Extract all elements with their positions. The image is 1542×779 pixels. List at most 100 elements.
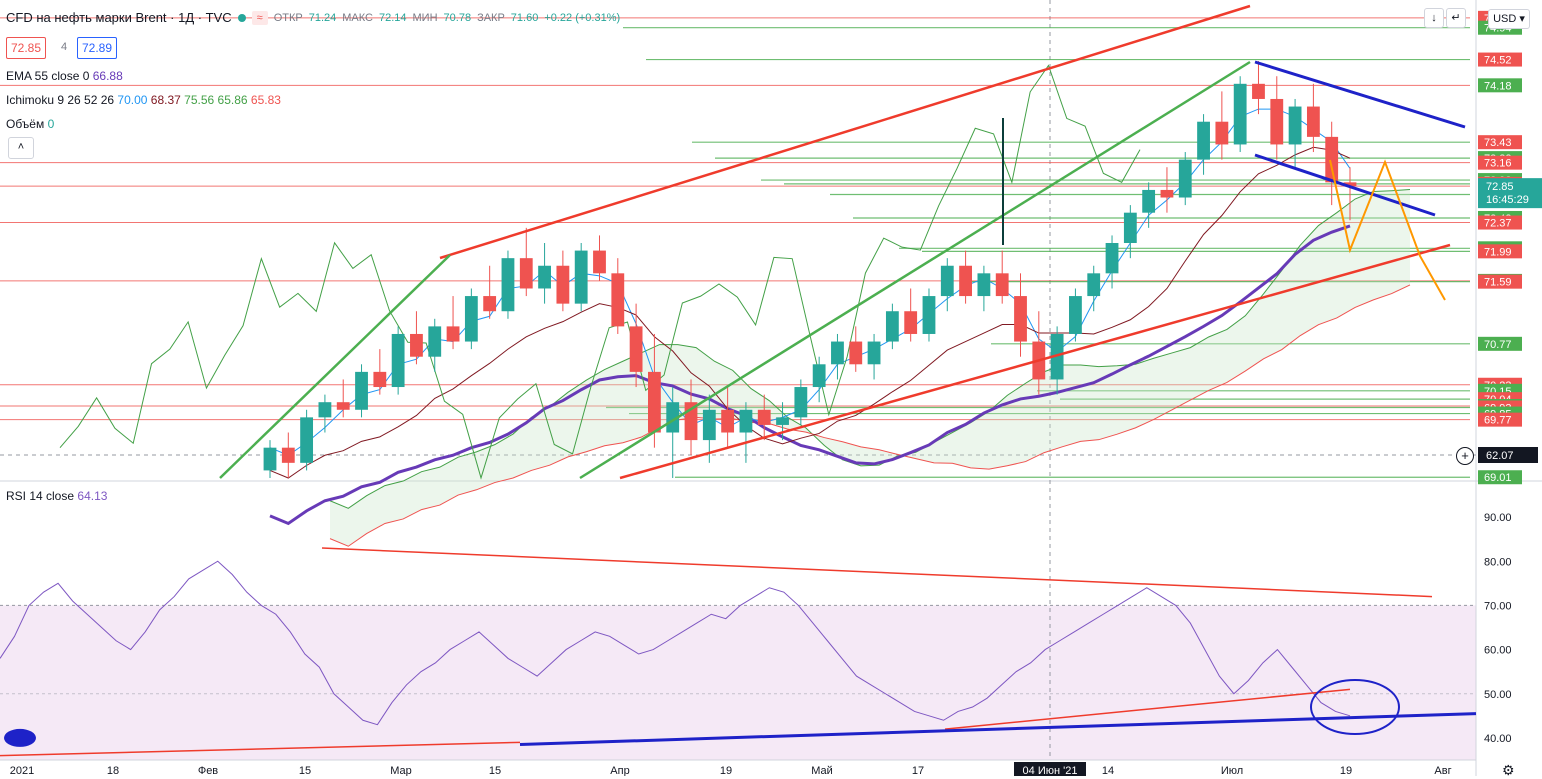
candle-body — [1087, 273, 1101, 297]
rsi-tick-label: 40.00 — [1484, 733, 1512, 745]
candle-body — [428, 326, 442, 357]
price-label-bg — [1478, 412, 1522, 427]
price-label-bg — [1478, 155, 1522, 170]
candle-body — [446, 326, 460, 342]
candle-body — [355, 371, 368, 410]
candle-body — [1123, 212, 1137, 243]
candle-body — [849, 341, 863, 365]
candle-body — [300, 417, 314, 463]
candle-body — [721, 409, 735, 433]
candle-body — [702, 409, 716, 441]
candle-body — [666, 402, 680, 433]
time-label: 19 — [1340, 765, 1352, 776]
lower-trendline — [619, 243, 1451, 480]
ichimoku-v4: 65.86 — [217, 93, 248, 107]
candle-body — [1197, 121, 1210, 160]
price-label: 74.52 — [1484, 55, 1512, 67]
time-axis: 2021 18 Фев 15 Мар 15 Апр 19 Май 17 04 Июн '21 14 Ию… — [10, 762, 1452, 776]
rsi-tick-label: 80.00 — [1484, 556, 1512, 568]
candle-body — [1233, 83, 1247, 145]
scroll-back-button[interactable]: ↵ — [1446, 8, 1466, 28]
currency-select[interactable]: USD ▾ — [1488, 9, 1530, 29]
low-label: МИН — [412, 11, 438, 24]
senkou-b-line — [329, 284, 1411, 547]
chevron-up-icon: ˄ — [17, 141, 25, 153]
price-label-bg — [1478, 78, 1522, 93]
time-label: Июл — [1221, 765, 1243, 776]
volume-legend[interactable]: Объём 0 — [6, 117, 54, 131]
price-label-bg — [1478, 336, 1522, 351]
crosshair-price-label: 62.07 — [1486, 450, 1514, 462]
price-label-bg — [1478, 215, 1522, 230]
countdown-label: 16:45:29 — [1486, 194, 1529, 206]
candle-body — [940, 265, 954, 297]
symbol-title[interactable]: CFD на нефть марки Brent · 1Д · TVC — [6, 10, 232, 25]
time-label: 19 — [720, 765, 732, 776]
candle-body — [1288, 106, 1302, 145]
rsi-label: RSI 14 close — [6, 489, 75, 503]
blue-wedge-bottom — [1254, 153, 1436, 217]
arrow-back-icon: ↵ — [1451, 12, 1461, 24]
scroll-down-button[interactable]: ↓ — [1424, 8, 1444, 28]
spread-value: 4 — [61, 41, 68, 53]
time-label: 14 — [1102, 765, 1114, 776]
candle-body — [922, 296, 936, 334]
high-label: МАКС — [342, 11, 373, 24]
rsi-tick-label: 50.00 — [1484, 689, 1512, 701]
rsi-value: 64.13 — [77, 489, 108, 503]
candle-body — [391, 333, 405, 388]
candle-body — [538, 265, 551, 289]
ichimoku-v2: 68.37 — [150, 93, 181, 107]
add-alert-button[interactable]: + — [1456, 447, 1474, 465]
time-label: Мар — [390, 765, 412, 776]
time-label: Авг — [1434, 765, 1451, 776]
price-label: 73.16 — [1484, 158, 1512, 170]
candle-body — [574, 250, 588, 304]
rsi-legend[interactable]: RSI 14 close 64.13 — [6, 489, 107, 503]
candle-body — [593, 250, 606, 274]
price-label: 74.18 — [1484, 80, 1512, 92]
currency-value: USD — [1493, 13, 1517, 25]
ichimoku-legend[interactable]: Ichimoku 9 26 52 26 70.00 68.37 75.56 65… — [6, 93, 281, 107]
buy-button[interactable]: 72.89 — [77, 37, 118, 59]
candle-body — [501, 258, 515, 312]
rsi-circle-highlight — [1310, 679, 1400, 735]
rsi-red-trend-bottom — [0, 741, 521, 757]
time-label: 04 Июн '21 — [1023, 765, 1078, 776]
ichimoku-v1: 70.00 — [117, 93, 148, 107]
candle-body — [1014, 296, 1027, 342]
ichimoku-label: Ichimoku 9 26 52 26 — [6, 93, 115, 107]
ema-label: EMA 55 close 0 — [6, 69, 90, 83]
time-label: 17 — [912, 765, 924, 776]
candle-body — [977, 273, 991, 297]
candle-body — [318, 402, 332, 418]
rsi-red-trend-mid — [944, 688, 1351, 730]
candle-body — [1050, 333, 1064, 380]
plus-icon: + — [1461, 448, 1469, 463]
candle-body — [776, 417, 789, 425]
chevron-down-icon: ▾ — [1519, 13, 1525, 25]
collapse-legend-button[interactable]: ˄ — [8, 137, 34, 159]
price-label: 73.43 — [1484, 137, 1512, 149]
settings-gear-icon[interactable]: ⚙ — [1502, 762, 1515, 778]
candle-body — [995, 273, 1009, 297]
low-value: 70.78 — [443, 11, 472, 24]
rsi-tick-label: 90.00 — [1484, 512, 1512, 524]
candle-body — [1325, 136, 1339, 183]
candle-body — [336, 402, 350, 410]
sell-button[interactable]: 72.85 — [6, 37, 47, 59]
time-label: 15 — [299, 765, 311, 776]
candles — [263, 61, 1357, 478]
candle-body — [263, 447, 277, 471]
arrow-down-icon: ↓ — [1431, 12, 1437, 24]
candle-body — [904, 311, 918, 334]
rsi-tick-label: 70.00 — [1484, 600, 1512, 612]
wave-icon[interactable]: ≈ — [251, 10, 268, 25]
last-price-bg — [1478, 178, 1542, 209]
candle-body — [464, 296, 478, 342]
ema-legend[interactable]: EMA 55 close 0 66.88 — [6, 69, 123, 83]
time-label: Фев — [198, 765, 218, 776]
upper-trendline — [439, 4, 1251, 260]
candle-body — [281, 447, 295, 463]
